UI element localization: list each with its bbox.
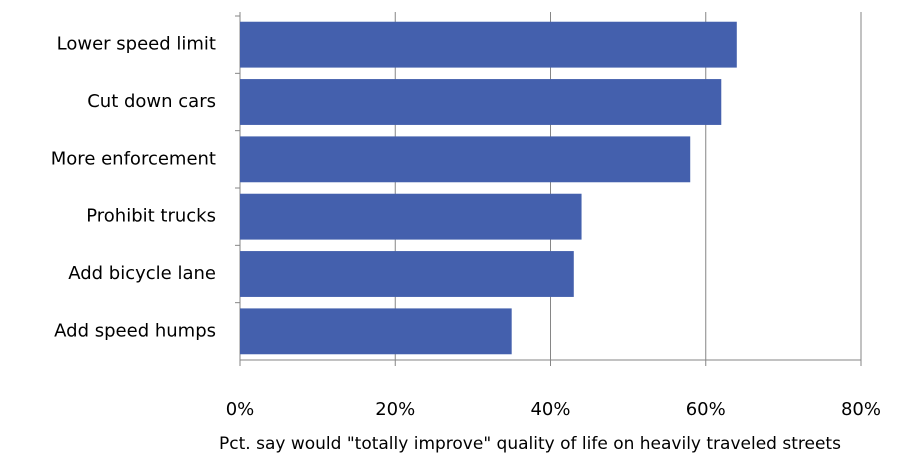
x-tick-label: 20% [375,399,415,420]
y-tick-label: Cut down cars [87,91,216,112]
bar [240,136,691,183]
y-tick-label: More enforcement [51,148,216,169]
y-tick-label: Lower speed limit [57,34,216,55]
y-tick-label: Add bicycle lane [68,263,216,284]
x-axis-label: Pct. say would "totally improve" quality… [219,434,841,454]
x-tick-label: 60% [686,399,726,420]
bar [240,308,512,355]
bar [240,21,737,68]
y-tick-label: Prohibit trucks [86,206,216,227]
y-tick-label: Add speed humps [54,320,216,341]
x-tick-label: 80% [841,399,881,420]
bar [240,79,722,125]
bar [240,251,574,297]
x-tick-label: 40% [530,399,570,420]
bar [240,193,582,240]
x-tick-label: 0% [226,399,255,420]
